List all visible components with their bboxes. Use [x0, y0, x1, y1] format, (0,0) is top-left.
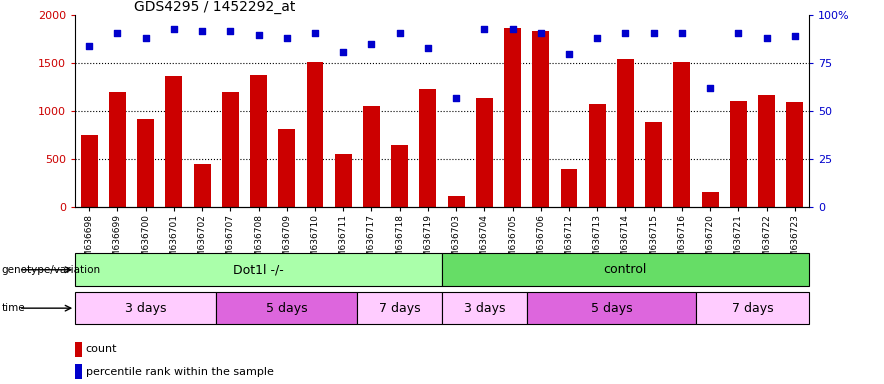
Bar: [527, 292, 696, 324]
Point: [562, 51, 576, 57]
Bar: [442, 253, 809, 286]
Bar: [75, 364, 82, 379]
Bar: [278, 129, 295, 207]
Text: 5 days: 5 days: [591, 302, 632, 314]
Bar: [758, 95, 775, 207]
Bar: [442, 292, 527, 324]
Point: [421, 45, 435, 51]
Bar: [250, 75, 267, 207]
Bar: [222, 92, 239, 207]
Bar: [730, 101, 747, 207]
Bar: [363, 106, 380, 207]
Bar: [137, 119, 154, 207]
Point: [449, 95, 463, 101]
Text: percentile rank within the sample: percentile rank within the sample: [86, 366, 274, 377]
Bar: [75, 253, 442, 286]
Point: [392, 30, 407, 36]
Text: 3 days: 3 days: [125, 302, 166, 314]
Point: [167, 26, 181, 32]
Text: 5 days: 5 days: [266, 302, 308, 314]
Bar: [80, 136, 98, 207]
Point: [619, 30, 633, 36]
Bar: [392, 145, 408, 207]
Point: [788, 33, 802, 40]
Point: [703, 85, 717, 91]
Point: [759, 35, 774, 41]
Bar: [335, 154, 352, 207]
Point: [252, 31, 266, 38]
Text: GDS4295 / 1452292_at: GDS4295 / 1452292_at: [133, 0, 295, 14]
Text: count: count: [86, 344, 118, 354]
Point: [506, 26, 520, 32]
Bar: [447, 196, 465, 207]
Text: Dot1l -/-: Dot1l -/-: [233, 263, 284, 276]
Bar: [109, 92, 126, 207]
Text: 7 days: 7 days: [732, 302, 774, 314]
Point: [591, 35, 605, 41]
Text: control: control: [604, 263, 647, 276]
Bar: [194, 164, 210, 207]
Text: time: time: [2, 303, 26, 313]
Point: [674, 30, 689, 36]
Point: [534, 30, 548, 36]
Point: [731, 30, 745, 36]
Bar: [165, 76, 182, 207]
Point: [195, 28, 210, 34]
Point: [336, 49, 350, 55]
Bar: [702, 192, 719, 207]
Point: [477, 26, 492, 32]
Bar: [476, 98, 492, 207]
Bar: [645, 122, 662, 207]
Point: [646, 30, 660, 36]
Bar: [589, 104, 606, 207]
Point: [82, 43, 96, 49]
Point: [279, 35, 293, 41]
Bar: [532, 31, 549, 207]
Bar: [75, 342, 82, 356]
Bar: [786, 102, 804, 207]
Point: [139, 35, 153, 41]
Bar: [307, 62, 324, 207]
Bar: [696, 292, 809, 324]
Bar: [560, 169, 577, 207]
Bar: [75, 292, 217, 324]
Bar: [419, 89, 437, 207]
Text: genotype/variation: genotype/variation: [2, 265, 101, 275]
Text: 7 days: 7 days: [379, 302, 421, 314]
Point: [308, 30, 322, 36]
Point: [364, 41, 378, 47]
Bar: [504, 28, 521, 207]
Bar: [357, 292, 442, 324]
Bar: [674, 62, 690, 207]
Text: 3 days: 3 days: [463, 302, 505, 314]
Point: [110, 30, 125, 36]
Bar: [217, 292, 357, 324]
Point: [224, 28, 238, 34]
Bar: [617, 59, 634, 207]
